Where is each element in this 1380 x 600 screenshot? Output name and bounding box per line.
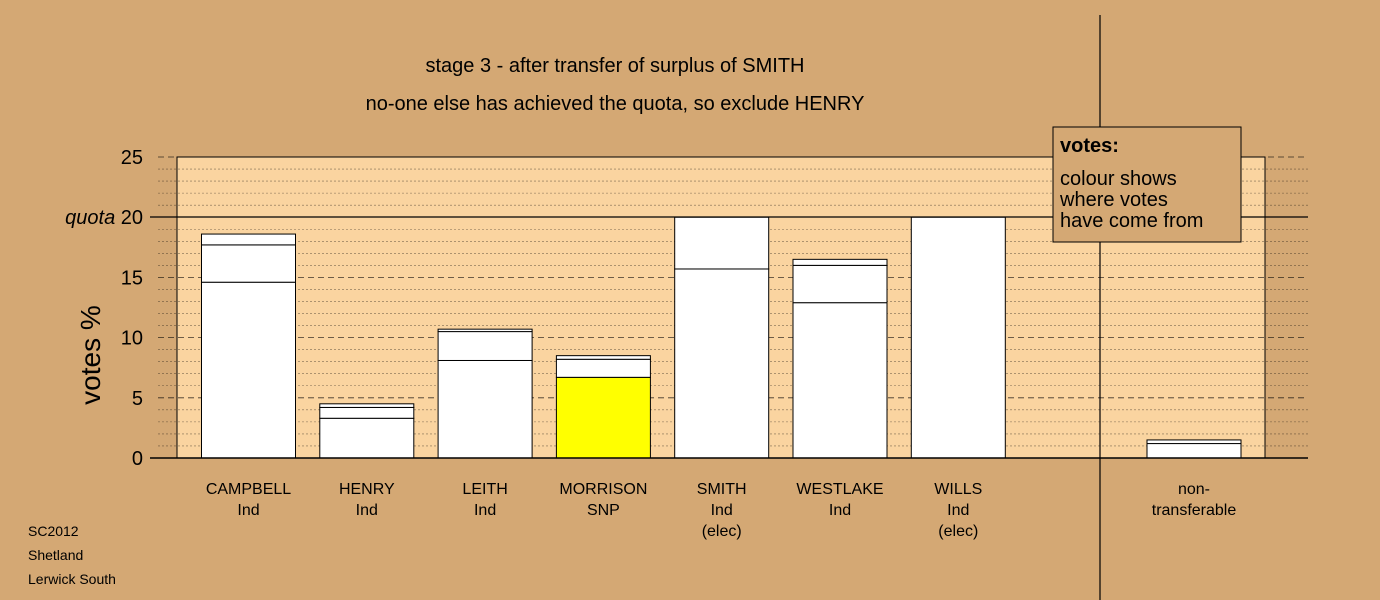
category-label: (elec) <box>702 523 742 540</box>
bar-segment <box>1146 439 1242 445</box>
legend-heading: votes: <box>1060 135 1119 157</box>
category-label: MORRISON <box>559 481 647 498</box>
bar-segment <box>555 358 651 378</box>
category-label: WILLS <box>934 481 982 498</box>
category-labels: CAMPBELL Ind HENRY Ind LEITH Ind MORRISON SNP SM… <box>206 481 1237 540</box>
footer-line-3: Lerwick South <box>28 571 116 587</box>
bar-segment <box>792 264 888 304</box>
bar-segment <box>319 406 415 419</box>
y-tick-label: 0 <box>132 448 143 470</box>
bar-segment <box>792 258 888 266</box>
y-tick-label: 15 <box>121 267 143 289</box>
bar-segment <box>437 328 533 333</box>
bar-segment <box>437 359 533 459</box>
bar-segment <box>555 376 651 459</box>
category-label: Ind <box>474 502 496 519</box>
bar-segment <box>201 281 296 459</box>
category-label: SNP <box>587 502 620 519</box>
bar-segment <box>201 233 296 246</box>
legend-line-3: have come from <box>1060 210 1203 232</box>
bar-segment <box>910 216 1006 459</box>
bar-segment <box>792 302 888 459</box>
footer-line-1: SC2012 <box>28 523 79 539</box>
y-tick-label: 25 <box>121 147 143 169</box>
category-label: WESTLAKE <box>796 481 883 498</box>
bar-segment <box>437 331 533 361</box>
bar-segment <box>555 355 651 360</box>
y-tick-label: quota 20 <box>65 207 143 229</box>
y-axis-label: votes % <box>75 305 106 405</box>
bar-segment <box>674 268 770 459</box>
legend-box: votes: colour shows where votes have com… <box>1052 126 1242 243</box>
category-label: Ind <box>947 502 969 519</box>
category-label: CAMPBELL <box>206 481 291 498</box>
legend-line-1: colour shows <box>1060 168 1177 190</box>
category-label: Ind <box>829 502 851 519</box>
bar-segment <box>674 216 770 270</box>
bar-segment <box>1146 443 1242 459</box>
category-label: transferable <box>1152 502 1237 519</box>
bars <box>201 216 1242 459</box>
category-label: Ind <box>711 502 733 519</box>
bar-segment <box>201 244 296 283</box>
legend-line-2: where votes <box>1059 189 1168 211</box>
chart-title-line2: no-one else has achieved the quota, so e… <box>366 93 865 115</box>
category-label: Ind <box>237 502 259 519</box>
category-label: SMITH <box>697 481 747 498</box>
category-label: HENRY <box>339 481 395 498</box>
footer-line-2: Shetland <box>28 547 83 563</box>
category-label: non- <box>1178 481 1210 498</box>
bar-segment <box>319 403 415 408</box>
y-tick-label: 10 <box>121 328 143 350</box>
category-label: Ind <box>356 502 378 519</box>
category-label: LEITH <box>462 481 507 498</box>
category-label: (elec) <box>938 523 978 540</box>
y-ticks: 0 5 10 15 quota 20 25 <box>65 147 143 470</box>
chart-title-line1: stage 3 - after transfer of surplus of S… <box>425 55 804 77</box>
bar-segment <box>319 417 415 459</box>
y-tick-label: 5 <box>132 388 143 410</box>
